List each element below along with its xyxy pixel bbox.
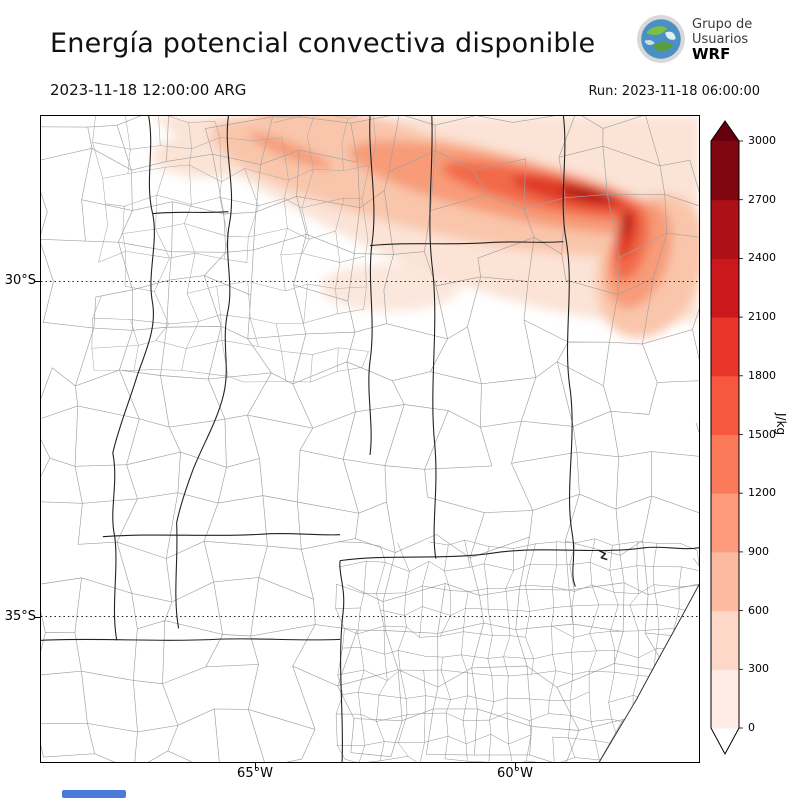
colorbar-segment: [711, 317, 739, 377]
lat-label-35s: 35°S: [4, 609, 36, 624]
colorbar-unit-label: J/kg: [774, 413, 788, 436]
department-mesh-northwest: [91, 116, 377, 383]
colorbar-segment: [711, 610, 739, 670]
colorbar-tick-label: 2400: [748, 251, 776, 265]
logo-line3: WRF: [692, 44, 731, 63]
colorbar-tick-label: 600: [748, 603, 769, 617]
colorbar-canvas: [710, 120, 743, 756]
colorbar-segment: [711, 141, 739, 201]
colorbar-segment: [711, 551, 739, 612]
colorbar-tick-label: 1200: [748, 486, 776, 500]
mesh-lines: [335, 538, 699, 762]
colorbar-arrow-over: [711, 121, 739, 141]
mesh-lines: [41, 116, 699, 762]
lon-tick-65w: [255, 763, 256, 769]
city-marker: [598, 549, 608, 561]
colorbar-segment: [711, 434, 739, 494]
map-canvas: [41, 116, 699, 762]
colorbar-segment: [711, 375, 739, 435]
coastline: [598, 584, 699, 762]
ocean-mask: [598, 584, 699, 762]
logo-line1: Grupo de: [692, 16, 753, 32]
colorbar-tick-label: 3000: [748, 134, 776, 147]
colorbar-tick-label: 300: [748, 662, 769, 676]
colorbar-tick-label: 2100: [748, 310, 776, 324]
cape-shading: [150, 116, 699, 338]
colorbar-segment: [711, 258, 739, 318]
valid-time-label: 2023-11-18 12:00:00 ARG: [50, 81, 247, 99]
colorbar-tick-label: 1500: [748, 427, 776, 441]
lat-tick-35s: [34, 617, 40, 618]
logo-line2: Usuarios: [692, 31, 749, 47]
colorbar-tick-label: 2700: [748, 192, 776, 206]
page-title: Energía potencial convectiva disponible: [50, 28, 596, 59]
colorbar: [710, 115, 746, 763]
colorbar-segment: [711, 493, 739, 553]
lon-label-65w: 65°W: [237, 766, 273, 781]
footer-blue-mark: [62, 790, 126, 798]
globe-icon: [637, 15, 685, 63]
colorbar-arrow-under: [711, 728, 739, 754]
department-mesh-buenos-aires: [335, 538, 699, 762]
colorbar-segment: [711, 199, 739, 259]
wrf-logo: Grupo de Usuarios WRF: [636, 14, 752, 64]
colorbar-tick-label: 900: [748, 544, 769, 558]
lat-label-30s: 30°S: [4, 273, 36, 288]
lat-tick-30s: [34, 281, 40, 282]
map-frame: [40, 115, 700, 763]
graticule: [41, 280, 699, 617]
colorbar-tick-label: 0: [748, 721, 755, 734]
province-borders: [41, 116, 699, 762]
colorbar-segment: [711, 669, 739, 729]
lon-label-60w: 60°W: [497, 766, 533, 781]
run-time-label: Run: 2023-11-18 06:00:00: [588, 84, 760, 99]
lon-tick-60w: [515, 763, 516, 769]
colorbar-tick-label: 1800: [748, 368, 776, 382]
mesh-lines: [91, 116, 377, 383]
department-mesh: [41, 116, 699, 762]
logo-text: Grupo de Usuarios WRF: [692, 17, 752, 62]
